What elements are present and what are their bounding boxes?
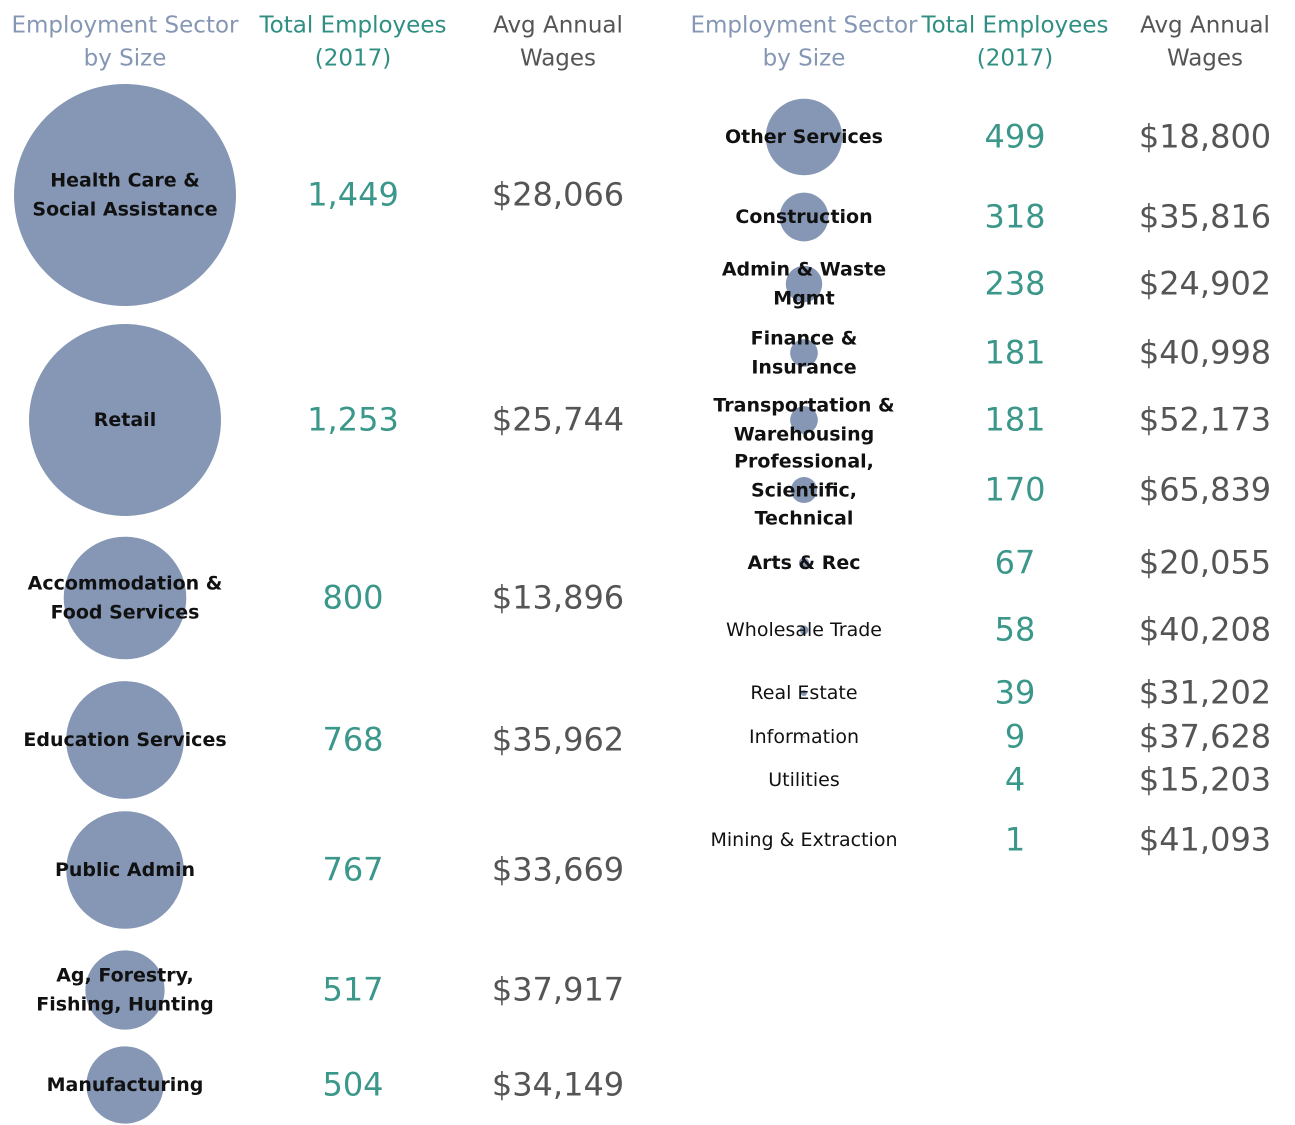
employee-count: 67	[994, 543, 1036, 582]
sector-label: Arts & Rec	[747, 551, 861, 574]
employee-count: 181	[984, 333, 1046, 372]
column-header: Avg Annual Wages	[493, 12, 623, 72]
bubble	[785, 265, 823, 303]
employee-count: 181	[984, 400, 1046, 439]
avg-wage: $40,208	[1138, 610, 1272, 649]
employee-count: 1,253	[307, 400, 399, 439]
sector-label: Real Estate	[750, 681, 858, 704]
avg-wage: $33,669	[491, 850, 625, 889]
bubble	[29, 324, 221, 516]
sector-label: Retail	[93, 408, 157, 431]
bubble	[803, 736, 805, 738]
bubble	[803, 779, 805, 781]
avg-wage: $37,917	[491, 970, 625, 1009]
avg-wage: $37,628	[1138, 717, 1272, 756]
employee-count: 504	[322, 1065, 384, 1104]
bubble	[63, 536, 187, 660]
avg-wage: $25,744	[491, 400, 625, 439]
column-header: Total Employees (2017)	[921, 12, 1109, 72]
avg-wage: $52,173	[1138, 400, 1272, 439]
sector-label: Utilities	[768, 768, 840, 791]
bubble	[790, 339, 818, 367]
employee-count: 4	[1004, 760, 1026, 799]
sector-label: Finance & Insurance	[750, 327, 858, 379]
column-header: Avg Annual Wages	[1140, 12, 1270, 72]
column-header: Employment Sector by Size	[11, 12, 239, 72]
avg-wage: $40,998	[1138, 333, 1272, 372]
avg-wage: $31,202	[1138, 673, 1272, 712]
employee-count: 1,449	[307, 175, 399, 214]
bubble	[790, 406, 818, 434]
employee-count: 767	[322, 850, 384, 889]
sector-label: Ag, Forestry, Fishing, Hunting	[36, 964, 214, 1016]
sector-label: Education Services	[23, 728, 227, 751]
bubble	[66, 681, 184, 799]
avg-wage: $34,149	[491, 1065, 625, 1104]
avg-wage: $28,066	[491, 175, 625, 214]
employee-count: 1	[1004, 820, 1026, 859]
employee-count: 800	[322, 578, 384, 617]
sector-label: Manufacturing	[46, 1073, 204, 1096]
column-header: Total Employees (2017)	[259, 12, 447, 72]
avg-wage: $35,816	[1138, 197, 1272, 236]
employee-count: 318	[984, 197, 1046, 236]
employee-count: 238	[984, 264, 1046, 303]
employee-count: 170	[984, 470, 1046, 509]
avg-wage: $65,839	[1138, 470, 1272, 509]
bubble	[765, 98, 843, 176]
column-header: Employment Sector by Size	[690, 12, 918, 72]
employee-count: 39	[994, 673, 1036, 712]
sector-label: Admin & Waste Mgmt	[721, 258, 887, 310]
bubble	[790, 476, 818, 504]
avg-wage: $18,800	[1138, 117, 1272, 156]
sector-label: Mining & Extraction	[710, 828, 898, 851]
bubble	[66, 811, 184, 929]
bubble	[85, 950, 165, 1030]
sector-label: Information	[749, 725, 859, 748]
sector-label: Wholesale Trade	[726, 618, 882, 641]
employee-count: 499	[984, 117, 1046, 156]
sector-label: Professional, Scientific, Technical	[734, 450, 874, 530]
avg-wage: $15,203	[1138, 760, 1272, 799]
bubble	[799, 625, 809, 635]
bubble	[801, 690, 807, 696]
bubble	[798, 557, 810, 569]
employee-count: 517	[322, 970, 384, 1009]
bubble	[14, 84, 236, 306]
employee-count: 9	[1004, 717, 1026, 756]
bubble	[86, 1046, 164, 1124]
sector-label: Other Services	[725, 125, 883, 148]
employee-count: 58	[994, 610, 1036, 649]
avg-wage: $35,962	[491, 720, 625, 759]
sector-label: Accommodation & Food Services	[27, 572, 223, 624]
avg-wage: $20,055	[1138, 543, 1272, 582]
sector-label: Construction	[735, 205, 873, 228]
bubble	[779, 192, 829, 242]
sector-label: Transportation & Warehousing	[713, 394, 895, 446]
employee-count: 768	[322, 720, 384, 759]
avg-wage: $41,093	[1138, 820, 1272, 859]
avg-wage: $13,896	[491, 578, 625, 617]
sector-label: Public Admin	[54, 858, 196, 881]
sector-label: Health Care & Social Assistance	[32, 169, 218, 221]
avg-wage: $24,902	[1138, 264, 1272, 303]
